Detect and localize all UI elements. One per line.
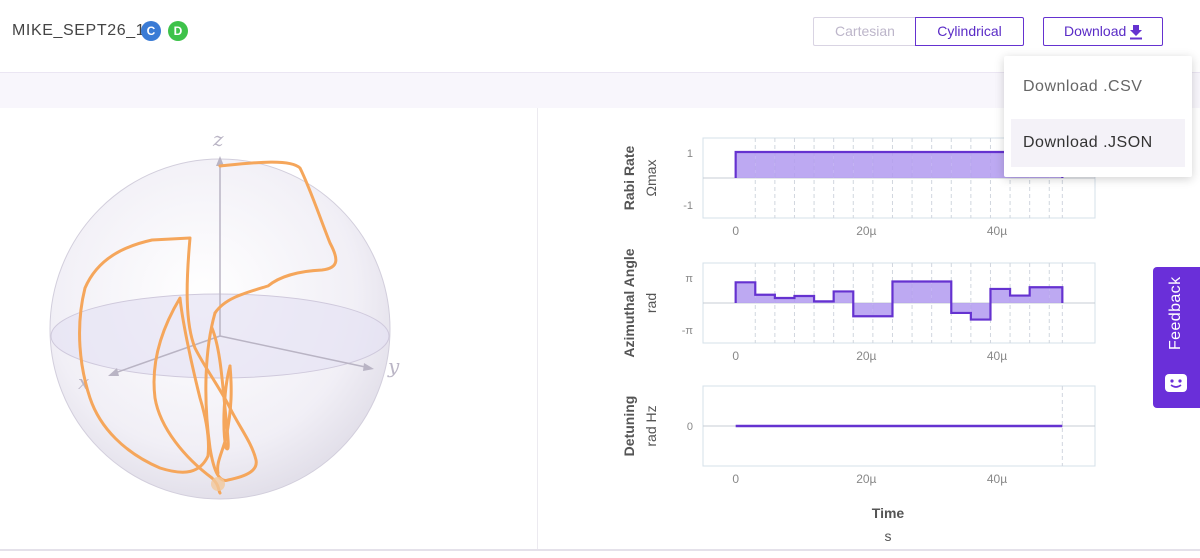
- collaborator-badge-c[interactable]: C: [141, 21, 161, 41]
- x-tick-label: 0: [732, 224, 739, 238]
- y-axis-unit: rad: [643, 293, 659, 313]
- step-segment: [853, 152, 873, 178]
- step-segment: [970, 303, 991, 320]
- step-segment: [990, 288, 1011, 303]
- step-segment: [774, 152, 795, 178]
- time-axis-label: Time: [872, 505, 905, 521]
- x-axis-line: [111, 335, 221, 375]
- step-segment: [735, 282, 756, 303]
- cartesian-toggle[interactable]: Cartesian: [813, 17, 916, 46]
- download-button-label: Download: [1064, 23, 1127, 39]
- collaborator-badge-d[interactable]: D: [168, 21, 188, 41]
- page-title: MIKE_SEPT26_1: [12, 22, 146, 39]
- controls-panel: 1 -1 0 20µ 40µ Rabi Rate Ωmax π -π 0 20µ 40µ Azimut…: [538, 108, 1200, 549]
- y-tick-label: 1: [687, 148, 693, 160]
- step-segment: [794, 295, 815, 303]
- y-axis-title: Detuning: [621, 396, 637, 457]
- y-axis-title: Azimuthal Angle: [621, 248, 637, 357]
- y-tick-label: -π: [682, 325, 694, 337]
- z-axis-arrow: [216, 156, 224, 166]
- top-bar: MIKE_SEPT26_1 C D Cartesian Cylindrical …: [0, 0, 1200, 73]
- bloch-sphere-panel: z x y: [0, 108, 538, 549]
- download-button[interactable]: Download: [1043, 17, 1163, 46]
- x-tick-label: 40µ: [987, 224, 1007, 238]
- step-segment: [872, 303, 893, 317]
- x-tick-label: 0: [732, 472, 739, 486]
- y-axis-arrow: [363, 363, 374, 371]
- y-tick-label: -1: [683, 200, 693, 212]
- y-axis-title: Rabi Rate: [621, 146, 637, 211]
- download-icon: [1130, 25, 1142, 40]
- x-axis-arrow: [108, 368, 119, 376]
- x-tick-label: 40µ: [987, 472, 1007, 486]
- step-segment: [735, 152, 756, 178]
- y-axis-label: y: [387, 354, 400, 378]
- step-segment: [794, 152, 815, 178]
- step-segment: [814, 152, 834, 178]
- toolbar-band: [0, 73, 1200, 108]
- footer-divider: [0, 549, 1200, 551]
- feedback-tab[interactable]: Feedback: [1153, 267, 1200, 408]
- y-axis-line: [219, 335, 371, 369]
- step-segment: [912, 281, 932, 303]
- step-segment: [892, 152, 913, 178]
- download-csv-option[interactable]: Download .CSV: [1023, 78, 1143, 95]
- y-tick-label: π: [685, 273, 693, 285]
- trajectory-path: [78, 160, 338, 495]
- x-tick-label: 20µ: [856, 349, 876, 363]
- x-tick-label: 0: [732, 349, 739, 363]
- step-segment: [951, 303, 971, 313]
- control-charts: 1 -1 0 20µ 40µ Rabi Rate Ωmax π -π 0 20µ 40µ Azimut…: [621, 137, 1096, 544]
- step-segment: [1010, 295, 1030, 303]
- step-segment: [970, 152, 991, 178]
- bloch-sphere[interactable]: z x y: [0, 108, 537, 549]
- x-tick-label: 40µ: [987, 349, 1007, 363]
- feedback-smiley-icon: [1165, 374, 1187, 392]
- z-axis-label: z: [212, 127, 224, 151]
- step-segment: [833, 291, 854, 303]
- detuning-chart[interactable]: 0 0 20µ 40µ Detuning rad Hz: [621, 385, 1096, 486]
- step-segment: [833, 152, 854, 178]
- y-axis-unit: Ωmax: [643, 160, 659, 197]
- azimuthal-angle-chart[interactable]: π -π 0 20µ 40µ Azimuthal Angle rad: [621, 248, 1096, 363]
- x-axis-label: x: [78, 370, 89, 394]
- step-segment: [774, 298, 795, 303]
- step-segment: [755, 294, 775, 303]
- y-tick-label: 0: [687, 421, 693, 433]
- download-json-option[interactable]: Download .JSON: [1011, 119, 1185, 167]
- step-segment: [951, 152, 971, 178]
- step-segment: [892, 281, 913, 303]
- cylindrical-toggle[interactable]: Cylindrical: [915, 17, 1024, 46]
- download-menu: Download .CSV Download .JSON: [1004, 56, 1192, 177]
- step-segment: [853, 303, 873, 317]
- step-segment: [872, 152, 893, 178]
- step-segment: [912, 152, 932, 178]
- feedback-label: Feedback: [1167, 276, 1184, 350]
- step-segment: [1049, 287, 1063, 303]
- x-tick-label: 20µ: [856, 224, 876, 238]
- step-segment: [755, 152, 775, 178]
- step-segment: [931, 281, 952, 303]
- trajectory-start-marker: [211, 477, 225, 491]
- step-segment: [1029, 287, 1050, 303]
- x-tick-label: 20µ: [856, 472, 876, 486]
- y-axis-unit: rad Hz: [643, 405, 659, 446]
- step-segment: [931, 152, 952, 178]
- time-axis-unit: s: [885, 528, 892, 544]
- step-outline: [734, 280, 1064, 321]
